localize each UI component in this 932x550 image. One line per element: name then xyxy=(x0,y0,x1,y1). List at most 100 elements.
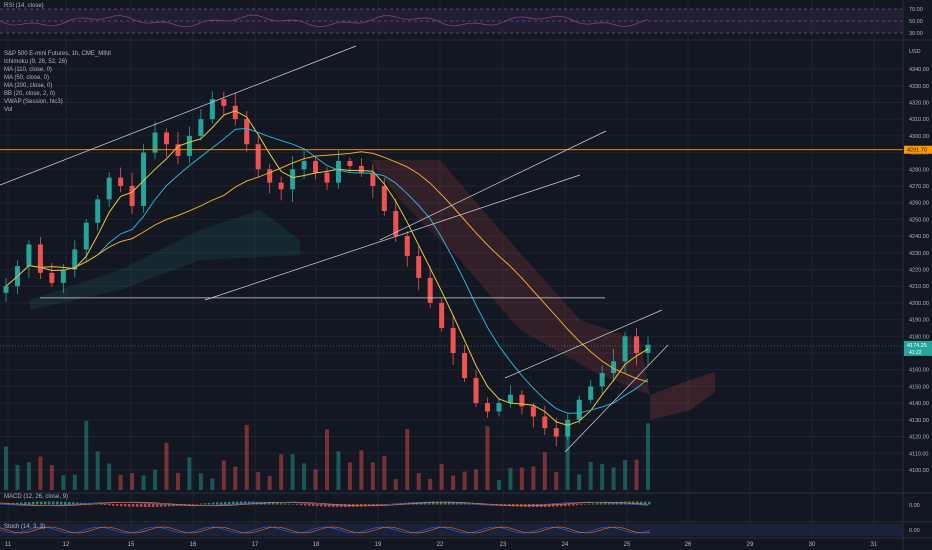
x-tick-label[interactable]: 25 xyxy=(624,542,631,548)
volume-bar xyxy=(428,478,433,490)
symbol-title[interactable]: S&P 500 E-mini Futures, 1h, CME_MINI xyxy=(4,51,111,57)
candle-body xyxy=(37,244,43,273)
legend-ichimoku[interactable]: Ichimoku (9, 26, 52, 26) xyxy=(4,59,68,65)
candle-body xyxy=(313,160,319,173)
x-tick-label[interactable]: 29 xyxy=(747,542,754,548)
macd-histogram-bar xyxy=(104,504,107,506)
x-tick-label[interactable]: 22 xyxy=(437,542,444,548)
candle-body xyxy=(209,99,215,120)
candle-body xyxy=(290,169,296,190)
volume-bar xyxy=(221,460,226,490)
y-tick-label[interactable]: 4140.00 xyxy=(909,401,929,407)
x-tick-label[interactable]: 12 xyxy=(63,542,70,548)
volume-bar xyxy=(279,454,284,490)
y-tick-label[interactable]: 4130.00 xyxy=(909,418,929,424)
macd-histogram-bar xyxy=(272,502,275,505)
y-tick-label[interactable]: 4250.00 xyxy=(909,217,929,223)
y-tick-label[interactable]: 4100.00 xyxy=(909,468,929,474)
y-tick-label[interactable]: 4300.00 xyxy=(909,134,929,140)
macd-histogram-bar xyxy=(32,501,35,505)
y-tick-label[interactable]: 4230.00 xyxy=(909,251,929,257)
x-tick-label[interactable]: 23 xyxy=(500,542,507,548)
y-tick-label[interactable]: 4270.00 xyxy=(909,184,929,190)
macd-histogram-bar xyxy=(368,504,371,507)
macd-histogram-bar xyxy=(564,504,567,507)
macd-histogram-bar xyxy=(212,502,215,505)
y-tick-label[interactable]: 4330.00 xyxy=(909,84,929,90)
trend-line[interactable] xyxy=(564,344,669,453)
y-tick-label[interactable]: 4150.00 xyxy=(909,384,929,390)
macd-histogram-bar xyxy=(116,504,119,506)
macd-histogram-bar xyxy=(72,502,75,505)
trend-line[interactable] xyxy=(504,309,663,379)
trend-drawings[interactable] xyxy=(0,45,903,453)
x-tick-label[interactable]: 18 xyxy=(313,542,320,548)
volume-bar xyxy=(416,473,421,490)
macd-histogram-bar xyxy=(132,504,135,507)
macd-histogram-bar xyxy=(188,504,191,506)
candle-body xyxy=(599,373,605,387)
macd-histogram-bar xyxy=(44,501,47,505)
macd-line xyxy=(0,501,649,507)
legend-vwap[interactable]: VWAP (Session, hlc3) xyxy=(4,99,63,105)
y-tick-label[interactable]: 4210.00 xyxy=(909,284,929,290)
macd-histogram-bar xyxy=(400,503,403,505)
y-tick-label[interactable]: 4200.00 xyxy=(909,301,929,307)
y-tick-label[interactable]: 4340.00 xyxy=(909,67,929,73)
candle-body xyxy=(404,236,410,257)
macd-histogram-bar xyxy=(56,501,59,505)
legend-bb[interactable]: BB (20, close, 2, 0) xyxy=(4,91,56,97)
macd-histogram-bar xyxy=(556,504,559,507)
current-price-tag[interactable] xyxy=(904,340,932,356)
macd-signal-line xyxy=(0,501,649,507)
macd-level-label: 0.00 xyxy=(909,503,920,509)
volume-bar xyxy=(359,450,364,490)
y-tick-label[interactable]: 4220.00 xyxy=(909,268,929,274)
legend-ma-110[interactable]: MA (110, close, 0) xyxy=(4,67,52,73)
macd-histogram-bar xyxy=(580,504,583,505)
trend-line[interactable] xyxy=(379,130,607,241)
x-tick-label[interactable]: 17 xyxy=(252,542,259,548)
price-axis[interactable]: 4100.00 4110.00 4120.00 4130.00 4140.00 4150.… xyxy=(902,0,932,550)
x-tick-label[interactable]: 31 xyxy=(871,542,878,548)
y-tick-label[interactable]: 4320.00 xyxy=(909,100,929,106)
x-tick-label[interactable]: 16 xyxy=(190,542,197,548)
x-tick-label[interactable]: 11 xyxy=(5,542,12,548)
y-tick-label[interactable]: 4240.00 xyxy=(909,234,929,240)
trend-line[interactable] xyxy=(0,45,357,186)
y-tick-label[interactable]: 4260.00 xyxy=(909,201,929,207)
candle-body xyxy=(565,419,571,437)
candle-body xyxy=(553,428,559,437)
legend-ma-200[interactable]: MA (200, close, 0) xyxy=(4,83,53,89)
y-tick-label[interactable]: 4280.00 xyxy=(909,167,929,173)
candle-body xyxy=(381,185,387,212)
volume-bar xyxy=(611,467,616,490)
legend-vol[interactable]: Vol xyxy=(4,107,13,113)
x-tick-label[interactable]: 30 xyxy=(809,542,816,548)
candle-body xyxy=(576,399,582,420)
time-axis[interactable]: 11 12 15 16 17 18 19 22 23 24 25 26 29 30 31 xyxy=(0,537,932,548)
macd-histogram-bar xyxy=(208,502,211,505)
candle-body xyxy=(645,344,651,354)
y-tick-label[interactable]: 4190.00 xyxy=(909,318,929,324)
macd-histogram-bar xyxy=(140,504,143,507)
x-tick-label[interactable]: 26 xyxy=(685,542,692,548)
x-tick-label[interactable]: 19 xyxy=(375,542,382,548)
x-tick-label[interactable]: 15 xyxy=(128,542,135,548)
level-price-tag[interactable] xyxy=(904,145,932,154)
y-tick-label[interactable]: 4120.00 xyxy=(909,435,929,441)
volume-bar xyxy=(623,460,628,490)
candle-body xyxy=(278,182,284,190)
y-tick-label[interactable]: 4180.00 xyxy=(909,334,929,340)
macd-histogram-bar xyxy=(516,504,519,507)
macd-histogram-bar xyxy=(444,501,447,505)
candle-body xyxy=(611,361,617,374)
y-tick-label[interactable]: 4160.00 xyxy=(909,368,929,374)
trend-line[interactable] xyxy=(204,174,581,301)
y-tick-label[interactable]: 4310.00 xyxy=(909,117,929,123)
volume-bar xyxy=(26,462,31,490)
y-tick-label[interactable]: 4110.00 xyxy=(909,451,928,457)
legend-ma-50[interactable]: MA (50, close, 0) xyxy=(4,75,50,81)
x-tick-label[interactable]: 24 xyxy=(562,542,569,548)
